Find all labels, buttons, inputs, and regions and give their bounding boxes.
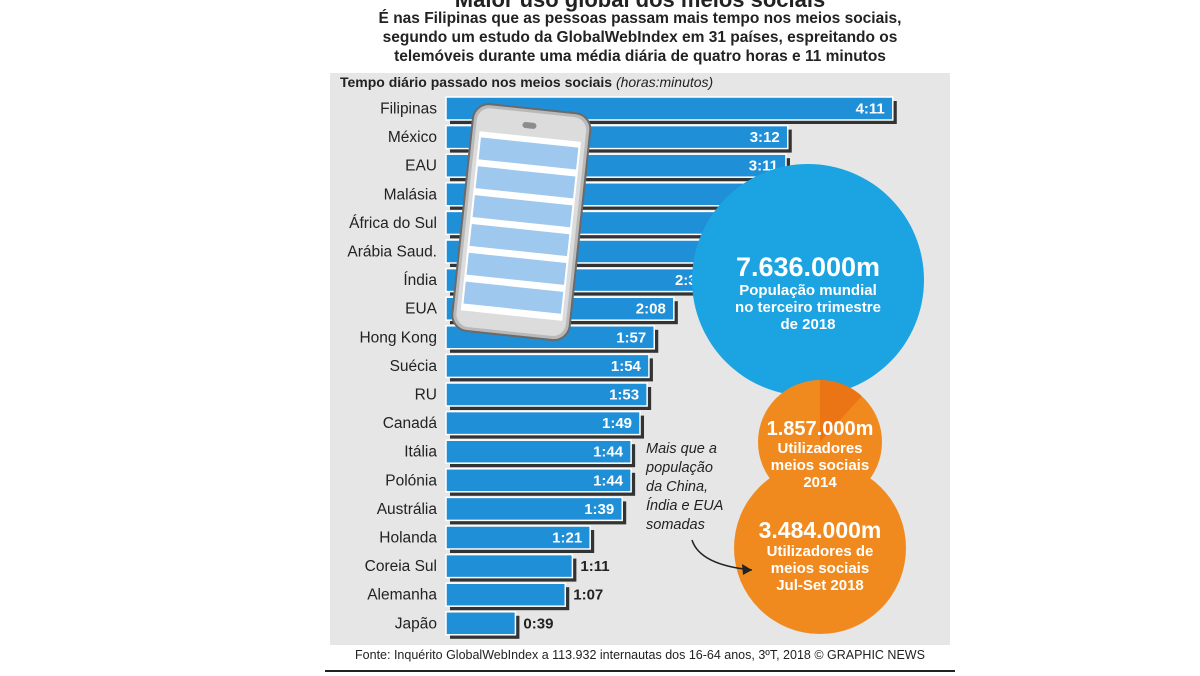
value-label: 1:44 bbox=[593, 472, 624, 489]
users-2014-desc: 2014 bbox=[803, 474, 837, 491]
category-label: Malásia bbox=[384, 186, 438, 203]
category-label: Itália bbox=[404, 444, 437, 461]
annotation-line: somadas bbox=[646, 517, 705, 533]
population-bubbles bbox=[692, 164, 924, 634]
users-2014-value: 1.857.000m bbox=[766, 418, 874, 440]
annotation-line: da China, bbox=[646, 479, 709, 495]
population-desc: de 2018 bbox=[780, 316, 836, 333]
category-label: Coreia Sul bbox=[365, 558, 437, 575]
chart-subtitle: É nas Filipinas que as pessoas passam ma… bbox=[330, 9, 950, 66]
bar bbox=[445, 553, 574, 579]
annotation-note: Mais que a população da China, Índia e E… bbox=[646, 440, 723, 535]
population-desc: População mundial bbox=[739, 282, 877, 299]
category-label: EUA bbox=[405, 301, 438, 318]
users-2018-bubble bbox=[734, 462, 906, 634]
phone-screen-row bbox=[463, 281, 564, 314]
chart-heading-title: Tempo diário passado nos meios sociais bbox=[340, 74, 613, 90]
population-label: 7.636.000m População mundial no terceiro… bbox=[720, 252, 896, 333]
phone-screen-row bbox=[478, 137, 579, 170]
bar bbox=[445, 410, 641, 436]
population-desc: no terceiro trimestre bbox=[735, 299, 881, 316]
arrowhead-icon bbox=[742, 564, 752, 575]
bar bbox=[445, 353, 650, 379]
annotation-line: Mais que a bbox=[646, 441, 717, 457]
bar bbox=[445, 468, 632, 493]
category-label: Filipinas bbox=[380, 101, 437, 118]
bar bbox=[445, 611, 517, 636]
bar bbox=[445, 382, 648, 407]
smartphone-icon bbox=[451, 103, 592, 342]
chart-heading: Tempo diário passado nos meios sociais (… bbox=[340, 74, 713, 90]
bar bbox=[445, 496, 623, 522]
value-label: 1:39 bbox=[584, 501, 614, 518]
subtitle-line: É nas Filipinas que as pessoas passam ma… bbox=[378, 10, 902, 27]
category-label: Hong Kong bbox=[359, 329, 437, 346]
source-note: Fonte: Inquérito GlobalWebIndex a 113.93… bbox=[355, 648, 925, 662]
subtitle-line: segundo um estudo da GlobalWebIndex em 3… bbox=[382, 29, 898, 46]
users-2018-desc: Jul-Set 2018 bbox=[776, 577, 864, 594]
chart-title: Maior uso global dos meios sociais bbox=[330, 0, 950, 13]
value-label: 0:39 bbox=[523, 615, 553, 632]
category-label: Polónia bbox=[385, 472, 437, 489]
annotation-line: população bbox=[646, 460, 713, 476]
value-label: 1:21 bbox=[552, 530, 582, 547]
users-2018-desc: Utilizadores de bbox=[766, 543, 874, 560]
value-label: 1:11 bbox=[580, 558, 609, 575]
category-label: Holanda bbox=[379, 530, 437, 547]
value-label: 1:54 bbox=[611, 358, 642, 375]
value-label: 1:44 bbox=[593, 444, 624, 461]
category-label: Arábia Saud. bbox=[347, 244, 437, 261]
category-label: RU bbox=[415, 387, 437, 404]
category-label: Japão bbox=[395, 615, 437, 632]
chart-heading-unit: (horas:minutos) bbox=[615, 74, 714, 90]
category-label: Suécia bbox=[390, 358, 438, 375]
phone-screen-row bbox=[475, 166, 576, 199]
category-label: Canadá bbox=[383, 415, 438, 432]
users-2018-label: 3.484.000m Utilizadores de meios sociais… bbox=[742, 517, 898, 594]
users-2014-label: 1.857.000m Utilizadores meios sociais 20… bbox=[752, 418, 888, 491]
bottom-rule bbox=[325, 670, 955, 672]
bar bbox=[445, 525, 591, 550]
category-label: EAU bbox=[405, 158, 437, 175]
phone-screen-row bbox=[466, 252, 567, 285]
category-label: África do Sul bbox=[349, 215, 437, 232]
phone-screen-row bbox=[472, 195, 573, 228]
category-label: Austrália bbox=[377, 501, 438, 518]
users-2018-desc: meios sociais bbox=[770, 560, 870, 577]
subtitle-line: telemóveis durante uma média diária de q… bbox=[394, 48, 886, 65]
category-label: Índia bbox=[403, 272, 437, 289]
annotation-line: Índia e EUA bbox=[646, 498, 724, 514]
value-label: 3:12 bbox=[750, 129, 780, 146]
value-label: 1:07 bbox=[573, 587, 603, 604]
phone-screen-row bbox=[469, 223, 570, 257]
value-label: 1:57 bbox=[616, 329, 646, 346]
category-label: Alemanha bbox=[367, 587, 437, 604]
users-2018-value: 3.484.000m bbox=[758, 517, 882, 543]
bar bbox=[445, 439, 632, 464]
value-label: 1:53 bbox=[609, 387, 639, 404]
value-label: 4:11 bbox=[856, 101, 885, 118]
users-2014-desc: Utilizadores bbox=[777, 440, 863, 457]
population-value: 7.636.000m bbox=[735, 252, 881, 282]
world-population-bubble bbox=[692, 164, 924, 396]
category-label: México bbox=[388, 129, 437, 146]
value-label: 2:08 bbox=[636, 301, 666, 318]
users-2014-desc: meios sociais bbox=[770, 457, 870, 474]
value-label: 1:49 bbox=[602, 415, 632, 432]
bar bbox=[445, 582, 567, 607]
